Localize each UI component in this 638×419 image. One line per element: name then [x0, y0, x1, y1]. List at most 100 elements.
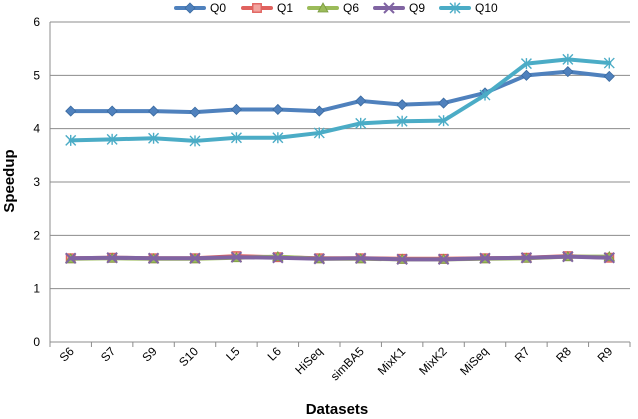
x-tick-label: simBA5 — [328, 344, 367, 383]
data-point-stroke — [313, 253, 325, 265]
data-point — [147, 252, 160, 264]
data-point — [396, 253, 408, 266]
data-point-stroke — [189, 252, 201, 264]
x-axis-title: Datasets — [306, 401, 369, 418]
data-point-stroke — [396, 253, 408, 266]
data-point — [65, 252, 77, 264]
x-tick-label: S7 — [98, 344, 119, 365]
x-tick-label: L5 — [223, 344, 243, 364]
data-point-stroke — [230, 251, 243, 263]
legend-label: Q9 — [409, 1, 425, 15]
data-point — [106, 252, 118, 264]
data-point — [603, 252, 615, 264]
data-point — [355, 117, 367, 129]
series-lines — [65, 53, 615, 266]
x-tick-label: R9 — [595, 344, 616, 365]
legend-item: Q10 — [439, 1, 498, 15]
data-point — [449, 2, 461, 14]
data-point — [313, 253, 325, 265]
data-point — [438, 115, 450, 127]
y-tick-label: 3 — [33, 175, 40, 189]
legend-label: Q6 — [343, 1, 359, 15]
legend-label: Q0 — [210, 1, 226, 15]
data-point-stroke — [355, 252, 367, 264]
series-line — [68, 57, 612, 143]
y-tick-label: 6 — [33, 15, 40, 29]
data-point-stroke — [603, 252, 615, 264]
y-tick-label: 4 — [33, 122, 40, 136]
data-point-stroke — [562, 250, 574, 263]
data-point — [562, 250, 574, 263]
data-point — [437, 253, 450, 266]
data-point — [438, 97, 450, 109]
legend-label: Q10 — [475, 1, 498, 15]
x-tick-label: MiSeq — [457, 344, 491, 378]
data-point-stroke — [383, 2, 395, 14]
data-point — [317, 2, 329, 13]
series-q0 — [65, 66, 615, 118]
y-axis-title: Speedup — [1, 149, 18, 212]
legend: Q0 Q1 Q6 Q9 Q10 — [174, 1, 498, 15]
data-point — [520, 252, 533, 264]
x-tick-label: S6 — [57, 344, 78, 365]
data-point — [603, 70, 615, 82]
legend-item: Q6 — [307, 1, 359, 15]
x-tick-label: S9 — [139, 344, 160, 365]
data-point — [383, 2, 395, 14]
data-point — [520, 58, 532, 70]
series-q10 — [65, 53, 615, 147]
data-point-stroke — [437, 253, 450, 266]
y-tick-label: 1 — [33, 282, 40, 296]
data-point — [520, 69, 532, 81]
data-point — [313, 105, 325, 117]
data-point-stroke — [65, 252, 77, 264]
data-point-stroke — [106, 252, 118, 264]
data-point — [479, 252, 491, 264]
series-q9 — [65, 250, 615, 266]
x-tick-label: MixK1 — [375, 344, 409, 378]
y-tick-label: 0 — [33, 335, 40, 349]
data-point — [65, 105, 77, 117]
data-point — [189, 252, 201, 264]
data-point-stroke — [272, 252, 284, 264]
data-point — [355, 95, 367, 107]
data-point — [562, 66, 574, 78]
data-point — [230, 251, 243, 263]
data-point — [148, 132, 160, 144]
x-tick-label: R8 — [553, 344, 574, 365]
x-tick-label: MixK2 — [416, 344, 450, 378]
data-point — [252, 3, 262, 13]
data-point — [148, 105, 160, 117]
axes: 0 1 2 3 4 5 6 S6 S7 S9 S10 L5 L6 HiSeq simBA5 MixK1 MixK… — [33, 15, 631, 383]
legend-item: Q1 — [241, 1, 293, 15]
legend-item: Q9 — [373, 1, 425, 15]
data-point — [272, 103, 284, 116]
data-point — [396, 99, 408, 111]
data-point-stroke — [520, 252, 533, 264]
legend-label: Q1 — [277, 1, 293, 15]
data-point — [189, 135, 201, 147]
data-point — [106, 105, 118, 117]
data-point — [65, 134, 77, 146]
data-point — [355, 252, 367, 264]
gridlines — [50, 21, 630, 290]
x-tick-label: R7 — [512, 344, 533, 365]
series-line — [68, 254, 612, 262]
data-point — [184, 2, 196, 14]
data-point — [272, 132, 284, 144]
data-point-stroke — [147, 252, 160, 264]
data-point — [230, 132, 242, 144]
series-line — [68, 69, 612, 115]
data-point — [479, 89, 491, 101]
y-tick-label: 2 — [33, 228, 40, 242]
x-tick-label: L6 — [265, 344, 285, 364]
data-point — [230, 103, 242, 116]
data-point — [396, 115, 408, 127]
data-point — [106, 133, 118, 145]
data-point-stroke — [479, 252, 491, 264]
data-point — [189, 106, 201, 118]
data-point — [272, 252, 284, 264]
x-tick-label: S10 — [176, 344, 201, 369]
data-point — [603, 57, 615, 69]
